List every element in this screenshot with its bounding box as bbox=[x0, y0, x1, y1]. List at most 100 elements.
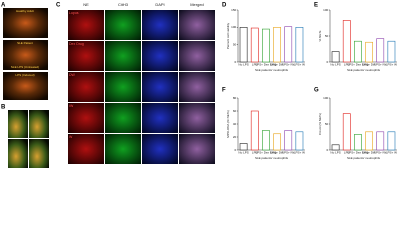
bar bbox=[284, 26, 293, 63]
x-tick-label: No LPS bbox=[238, 62, 248, 66]
micrograph bbox=[29, 139, 49, 168]
y-tick-label: 0 bbox=[327, 148, 329, 152]
y-tick-label: 50 bbox=[325, 34, 329, 38]
row-label: W bbox=[69, 135, 73, 139]
y-tick-label: 100 bbox=[323, 8, 328, 12]
micrograph bbox=[142, 41, 178, 71]
micrograph bbox=[68, 134, 104, 164]
micrograph bbox=[179, 103, 215, 133]
x-axis-label: SLE patients' neutrophils bbox=[347, 156, 381, 160]
bar bbox=[376, 131, 385, 151]
micrograph bbox=[179, 134, 215, 164]
micrograph bbox=[68, 103, 104, 133]
micrograph bbox=[3, 8, 48, 38]
y-axis-label: % NETs bbox=[318, 30, 322, 41]
micrograph bbox=[179, 72, 215, 102]
y-tick-label: 0 bbox=[327, 60, 329, 64]
y-tick-label: 100 bbox=[323, 96, 328, 100]
micrograph bbox=[8, 110, 28, 138]
x-tick-label: LPS+ W bbox=[386, 62, 397, 66]
micrograph bbox=[68, 10, 104, 40]
bar bbox=[239, 27, 248, 63]
bar bbox=[262, 28, 270, 63]
x-tick-label: LPS+ IW bbox=[282, 62, 294, 66]
micrograph bbox=[29, 110, 49, 138]
image-label: LPS (Induced) bbox=[15, 73, 34, 77]
x-tick-label: LPS+ W bbox=[294, 62, 305, 66]
bar bbox=[331, 144, 340, 151]
bar bbox=[342, 113, 351, 151]
bar bbox=[331, 51, 340, 63]
micrograph bbox=[142, 103, 178, 133]
y-tick-label: 60 bbox=[233, 109, 237, 113]
y-tick-label: 150 bbox=[231, 8, 236, 12]
bar bbox=[295, 131, 304, 151]
x-tick-label: LPS bbox=[252, 150, 258, 154]
bar bbox=[387, 40, 396, 63]
column-header: Merged bbox=[190, 2, 204, 7]
panel-label: C bbox=[56, 3, 61, 9]
x-tick-label: LPS+ Dex Drug bbox=[255, 62, 276, 66]
x-axis-label: SLE patients' neutrophils bbox=[255, 68, 289, 72]
bar bbox=[262, 130, 270, 151]
bar bbox=[365, 131, 373, 151]
bar bbox=[376, 38, 385, 63]
x-tick-label: LPS bbox=[252, 62, 258, 66]
bar bbox=[284, 130, 293, 151]
micrograph bbox=[3, 72, 48, 100]
micrograph bbox=[105, 10, 141, 40]
column-header: DAPI bbox=[155, 2, 164, 7]
bar bbox=[273, 133, 281, 151]
bar bbox=[239, 143, 248, 151]
x-tick-label: LPS+ DW bbox=[362, 62, 375, 66]
image-label: SLE Patient bbox=[17, 41, 33, 45]
micrograph bbox=[3, 40, 48, 70]
y-tick-label: 100 bbox=[231, 25, 236, 29]
x-tick-label: No LPS bbox=[330, 150, 340, 154]
x-tick-label: LPS+ IW bbox=[282, 150, 294, 154]
x-tick-label: LPS+ Dex Drug bbox=[347, 150, 368, 154]
panel-label: E bbox=[314, 3, 318, 9]
y-tick-label: 0 bbox=[235, 60, 237, 64]
x-tick-label: LPS+ W bbox=[386, 150, 397, 154]
y-tick-label: 50 bbox=[325, 122, 329, 126]
bar bbox=[387, 131, 396, 151]
panel-label: G bbox=[314, 88, 319, 94]
row-label: IW bbox=[69, 104, 74, 108]
x-tick-label: LPS+ W bbox=[294, 150, 305, 154]
panel-label: D bbox=[222, 3, 227, 9]
x-tick-label: LPS+ Dex Drug bbox=[347, 62, 368, 66]
y-tick-label: 80 bbox=[233, 96, 237, 100]
row-label: Dex Drug bbox=[69, 42, 84, 46]
y-axis-label: Percent cell viability bbox=[226, 22, 230, 49]
x-tick-label: LPS+ DW bbox=[270, 62, 283, 66]
y-tick-label: 0 bbox=[235, 148, 237, 152]
image-label: SLE LPS (Untreated) bbox=[11, 65, 39, 69]
column-header: CitH3 bbox=[118, 2, 129, 7]
micrograph bbox=[179, 41, 215, 71]
y-tick-label: 20 bbox=[233, 135, 237, 139]
x-tick-label: No LPS bbox=[330, 62, 340, 66]
y-tick-label: 50 bbox=[233, 42, 237, 46]
x-axis-label: SLE patients' neutrophils bbox=[255, 156, 289, 160]
micrograph bbox=[68, 41, 104, 71]
micrograph bbox=[142, 134, 178, 164]
micrograph bbox=[179, 10, 215, 40]
image-label: Healthy Adult bbox=[16, 9, 34, 13]
x-tick-label: LPS bbox=[344, 150, 350, 154]
micrograph bbox=[8, 139, 28, 168]
x-tick-label: LPS+ Dex Drug bbox=[255, 150, 276, 154]
bar bbox=[354, 134, 362, 151]
bar bbox=[250, 27, 259, 63]
bar bbox=[365, 41, 373, 63]
column-header: NE bbox=[83, 2, 89, 7]
row-label: DW bbox=[69, 73, 76, 77]
y-axis-label: Cit-H3 (% NETs) bbox=[318, 113, 322, 135]
bar bbox=[273, 27, 281, 63]
x-tick-label: LPS bbox=[344, 62, 350, 66]
micrograph bbox=[105, 72, 141, 102]
micrograph bbox=[142, 10, 178, 40]
x-tick-label: LPS+ DW bbox=[362, 150, 375, 154]
micrograph bbox=[105, 41, 141, 71]
x-tick-label: LPS+ IW bbox=[374, 150, 386, 154]
